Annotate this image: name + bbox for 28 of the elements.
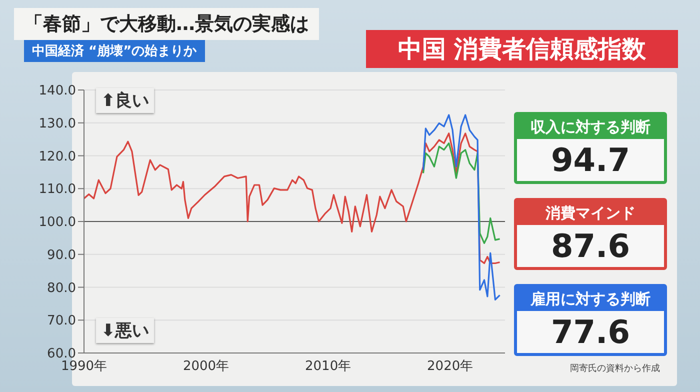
text: 87.6 [550, 226, 631, 267]
y-tick-label: 60.0 [47, 346, 76, 362]
chart-subtitle: 中国経済 “崩壊”の始まりか [24, 40, 205, 62]
x-tick-label: 2020年 [427, 359, 474, 374]
down-arrow-label: ⬇悪い [96, 318, 154, 343]
chart-title: 中国 消費者信頼感指数 [366, 30, 678, 68]
text: 77.6 [550, 312, 631, 353]
x-tick-label: 1990年 [60, 359, 108, 374]
up-arrow-label: ⬆良い [96, 88, 154, 113]
x-tick-label: 2010年 [305, 359, 352, 374]
y-tick-label: 120.0 [38, 149, 76, 164]
y-tick-label: 110.0 [38, 182, 76, 198]
text: 94.7 [550, 140, 631, 181]
y-tick-label: 80.0 [47, 280, 76, 296]
y-tick-label: 140.0 [38, 84, 76, 99]
text: 「春節」で大移動…景気の実感は [14, 8, 319, 40]
x-tick-label: 2000年 [182, 359, 230, 374]
y-tick-label: 100.0 [38, 215, 76, 230]
text: 消費マインド [517, 201, 664, 225]
text: 雇用に対する判断 [517, 287, 664, 311]
line-series [422, 114, 501, 301]
line-series [422, 142, 501, 244]
y-tick-label: 130.0 [38, 116, 76, 132]
y-tick-label: 90.0 [47, 248, 76, 263]
text: 岡寄氏の資料から作成 [570, 362, 660, 375]
line-series [84, 132, 501, 264]
text: 収入に対する判断 [517, 115, 664, 139]
y-tick-label: 70.0 [47, 314, 76, 329]
